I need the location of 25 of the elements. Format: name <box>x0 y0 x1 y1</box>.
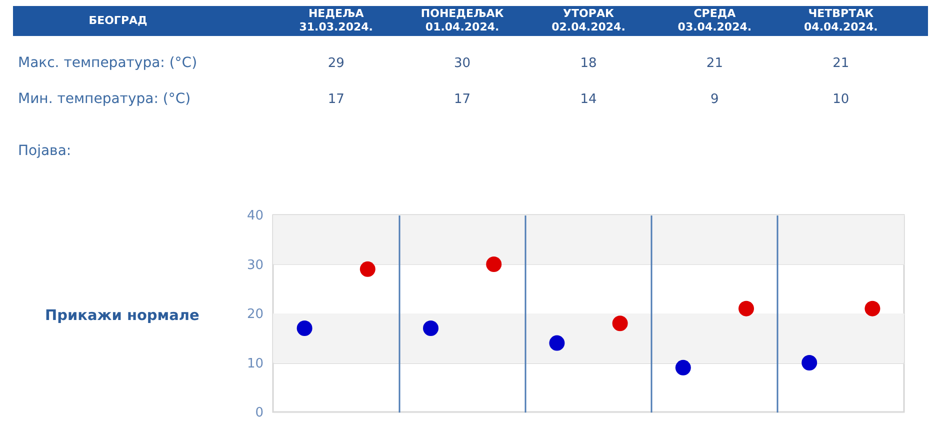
data-label: 9 <box>710 92 719 107</box>
text: Мин. температура: (°C) <box>18 91 191 107</box>
data-label: 10 <box>832 92 850 107</box>
category-label: УТОРАК 02.04.2024. <box>552 7 626 34</box>
data-label: 18 <box>580 56 597 71</box>
data-label: 14 <box>580 92 597 107</box>
data-label: 17 <box>454 92 471 107</box>
text: Макс. температура: (°C) <box>18 55 198 71</box>
y-tick-label: 20 <box>246 307 264 322</box>
y-tick-label: 10 <box>246 356 264 372</box>
category-label: НЕДЕЉА 31.03.2024. <box>299 7 373 34</box>
y-tick-label: 30 <box>246 258 264 273</box>
text: Појава: <box>18 143 72 159</box>
data-label: 29 <box>328 56 344 71</box>
data-label: 17 <box>328 92 344 107</box>
category-label: СРЕДА 03.04.2024. <box>678 7 752 34</box>
text: БЕОГРАД <box>88 14 148 27</box>
y-tick-label: 40 <box>246 208 264 224</box>
data-label: 21 <box>706 56 723 71</box>
category-label: ПОНЕДЕЉАК 01.04.2024. <box>420 7 504 34</box>
data-label: 21 <box>832 56 850 71</box>
text: Прикажи нормале <box>45 308 200 324</box>
data-label: 30 <box>454 56 471 71</box>
category-label: ЧЕТВРТАК 04.04.2024. <box>804 7 878 34</box>
y-tick-label: 0 <box>255 406 264 420</box>
